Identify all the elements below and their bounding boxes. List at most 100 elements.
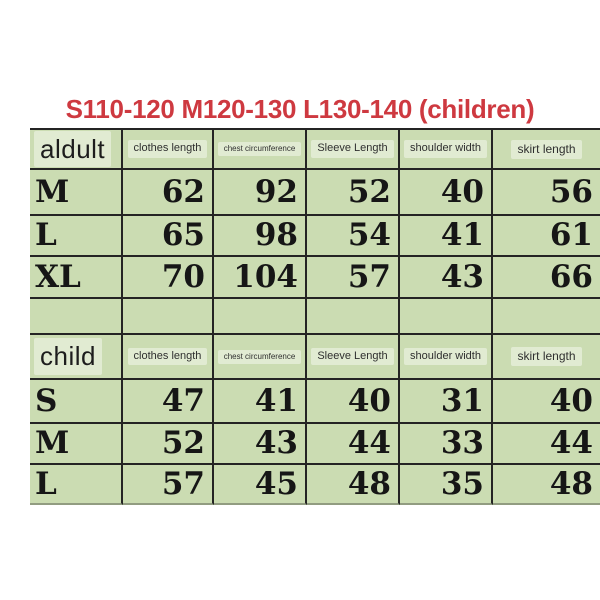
value-cell: 54 (307, 216, 400, 257)
adult-col-header-chest-circumference: chest circumference (214, 130, 307, 170)
value-cell: 33 (400, 424, 493, 465)
header-label: chest circumference (217, 349, 302, 364)
value-cell: 41 (400, 216, 493, 257)
value-text: 65 (161, 217, 205, 253)
value-cell: 48 (493, 465, 600, 505)
value-text: 52 (161, 425, 205, 461)
header-label: skirt length (511, 347, 582, 366)
size-chart-title: S110-120 M120-130 L130-140 (children) (65, 94, 535, 124)
value-text: 52 (347, 173, 391, 210)
value-cell: 43 (214, 424, 307, 465)
value-cell: 104 (214, 257, 307, 299)
value-text: 57 (347, 258, 391, 295)
header-label: chest circumference (217, 142, 302, 156)
value-text: 54 (347, 217, 391, 253)
value-text: 98 (254, 217, 298, 253)
child-row-label-s: S (30, 380, 123, 424)
value-cell: 48 (307, 465, 400, 505)
value-text: 48 (347, 465, 391, 502)
value-text: 56 (549, 173, 593, 210)
value-cell: 92 (214, 170, 307, 216)
header-label: clothes length (127, 140, 208, 158)
adult-row-label-m: M (30, 170, 123, 216)
spacer-cell (30, 299, 123, 335)
row-label-text: L (35, 217, 57, 253)
spacer-cell (123, 299, 214, 335)
adult-col-header-shoulder-width: shoulder width (400, 130, 493, 170)
header-label: shoulder width (404, 347, 487, 366)
value-text: 62 (161, 173, 205, 210)
spacer-cell (307, 299, 400, 335)
value-cell: 61 (493, 216, 600, 257)
value-cell: 57 (123, 465, 214, 505)
size-table: aldult clothes length chest circumferenc… (30, 128, 600, 505)
value-cell: 40 (307, 380, 400, 424)
value-text: 43 (440, 258, 484, 295)
value-cell: 41 (214, 380, 307, 424)
value-text: 43 (254, 425, 298, 461)
child-row-label-m: M (30, 424, 123, 465)
adult-table-label-text: aldult (34, 130, 112, 168)
value-cell: 35 (400, 465, 493, 505)
adult-col-header-skirt-length: skirt length (493, 130, 600, 170)
value-text: 47 (161, 382, 205, 419)
value-text: 48 (549, 465, 593, 502)
value-text: 61 (549, 217, 593, 253)
row-label-text: XL (35, 258, 81, 295)
value-cell: 98 (214, 216, 307, 257)
value-cell: 44 (307, 424, 400, 465)
adult-row-label-xl: XL (30, 257, 123, 299)
header-label: skirt length (511, 139, 582, 159)
row-label-text: M (35, 173, 70, 210)
row-label-text: L (35, 465, 57, 502)
header-label: shoulder width (404, 140, 487, 158)
child-table-label: child (30, 335, 123, 380)
adult-col-header-sleeve-length: Sleeve Length (307, 130, 400, 170)
header-label: clothes length (127, 347, 208, 366)
spacer-cell (214, 299, 307, 335)
header-label: Sleeve Length (311, 347, 394, 366)
value-text: 41 (440, 217, 484, 253)
value-text: 45 (254, 465, 298, 502)
adult-table-label: aldult (30, 130, 123, 170)
child-col-header-chest-circumference: chest circumference (214, 335, 307, 380)
value-text: 104 (233, 258, 298, 295)
child-col-header-skirt-length: skirt length (493, 335, 600, 380)
value-cell: 57 (307, 257, 400, 299)
value-cell: 65 (123, 216, 214, 257)
row-label-text: M (35, 425, 70, 461)
adult-row-label-l: L (30, 216, 123, 257)
value-text: 35 (440, 465, 484, 502)
child-col-header-clothes-length: clothes length (123, 335, 214, 380)
child-row-label-l: L (30, 465, 123, 505)
value-cell: 40 (400, 170, 493, 216)
value-text: 41 (254, 382, 298, 419)
value-text: 44 (549, 425, 593, 461)
value-cell: 44 (493, 424, 600, 465)
value-text: 57 (161, 465, 205, 502)
value-text: 31 (440, 382, 484, 419)
child-table-label-text: child (34, 338, 102, 375)
value-cell: 52 (123, 424, 214, 465)
spacer-cell (493, 299, 600, 335)
value-text: 66 (549, 258, 593, 295)
value-cell: 70 (123, 257, 214, 299)
value-cell: 66 (493, 257, 600, 299)
value-cell: 62 (123, 170, 214, 216)
value-cell: 47 (123, 380, 214, 424)
value-cell: 56 (493, 170, 600, 216)
adult-col-header-clothes-length: clothes length (123, 130, 214, 170)
value-cell: 40 (493, 380, 600, 424)
value-text: 33 (440, 425, 484, 461)
value-cell: 31 (400, 380, 493, 424)
value-text: 40 (440, 173, 484, 210)
value-text: 44 (347, 425, 391, 461)
value-text: 92 (254, 173, 298, 210)
value-text: 40 (549, 382, 593, 419)
child-col-header-shoulder-width: shoulder width (400, 335, 493, 380)
value-text: 70 (161, 258, 205, 295)
spacer-cell (400, 299, 493, 335)
value-cell: 45 (214, 465, 307, 505)
row-label-text: S (35, 382, 58, 419)
